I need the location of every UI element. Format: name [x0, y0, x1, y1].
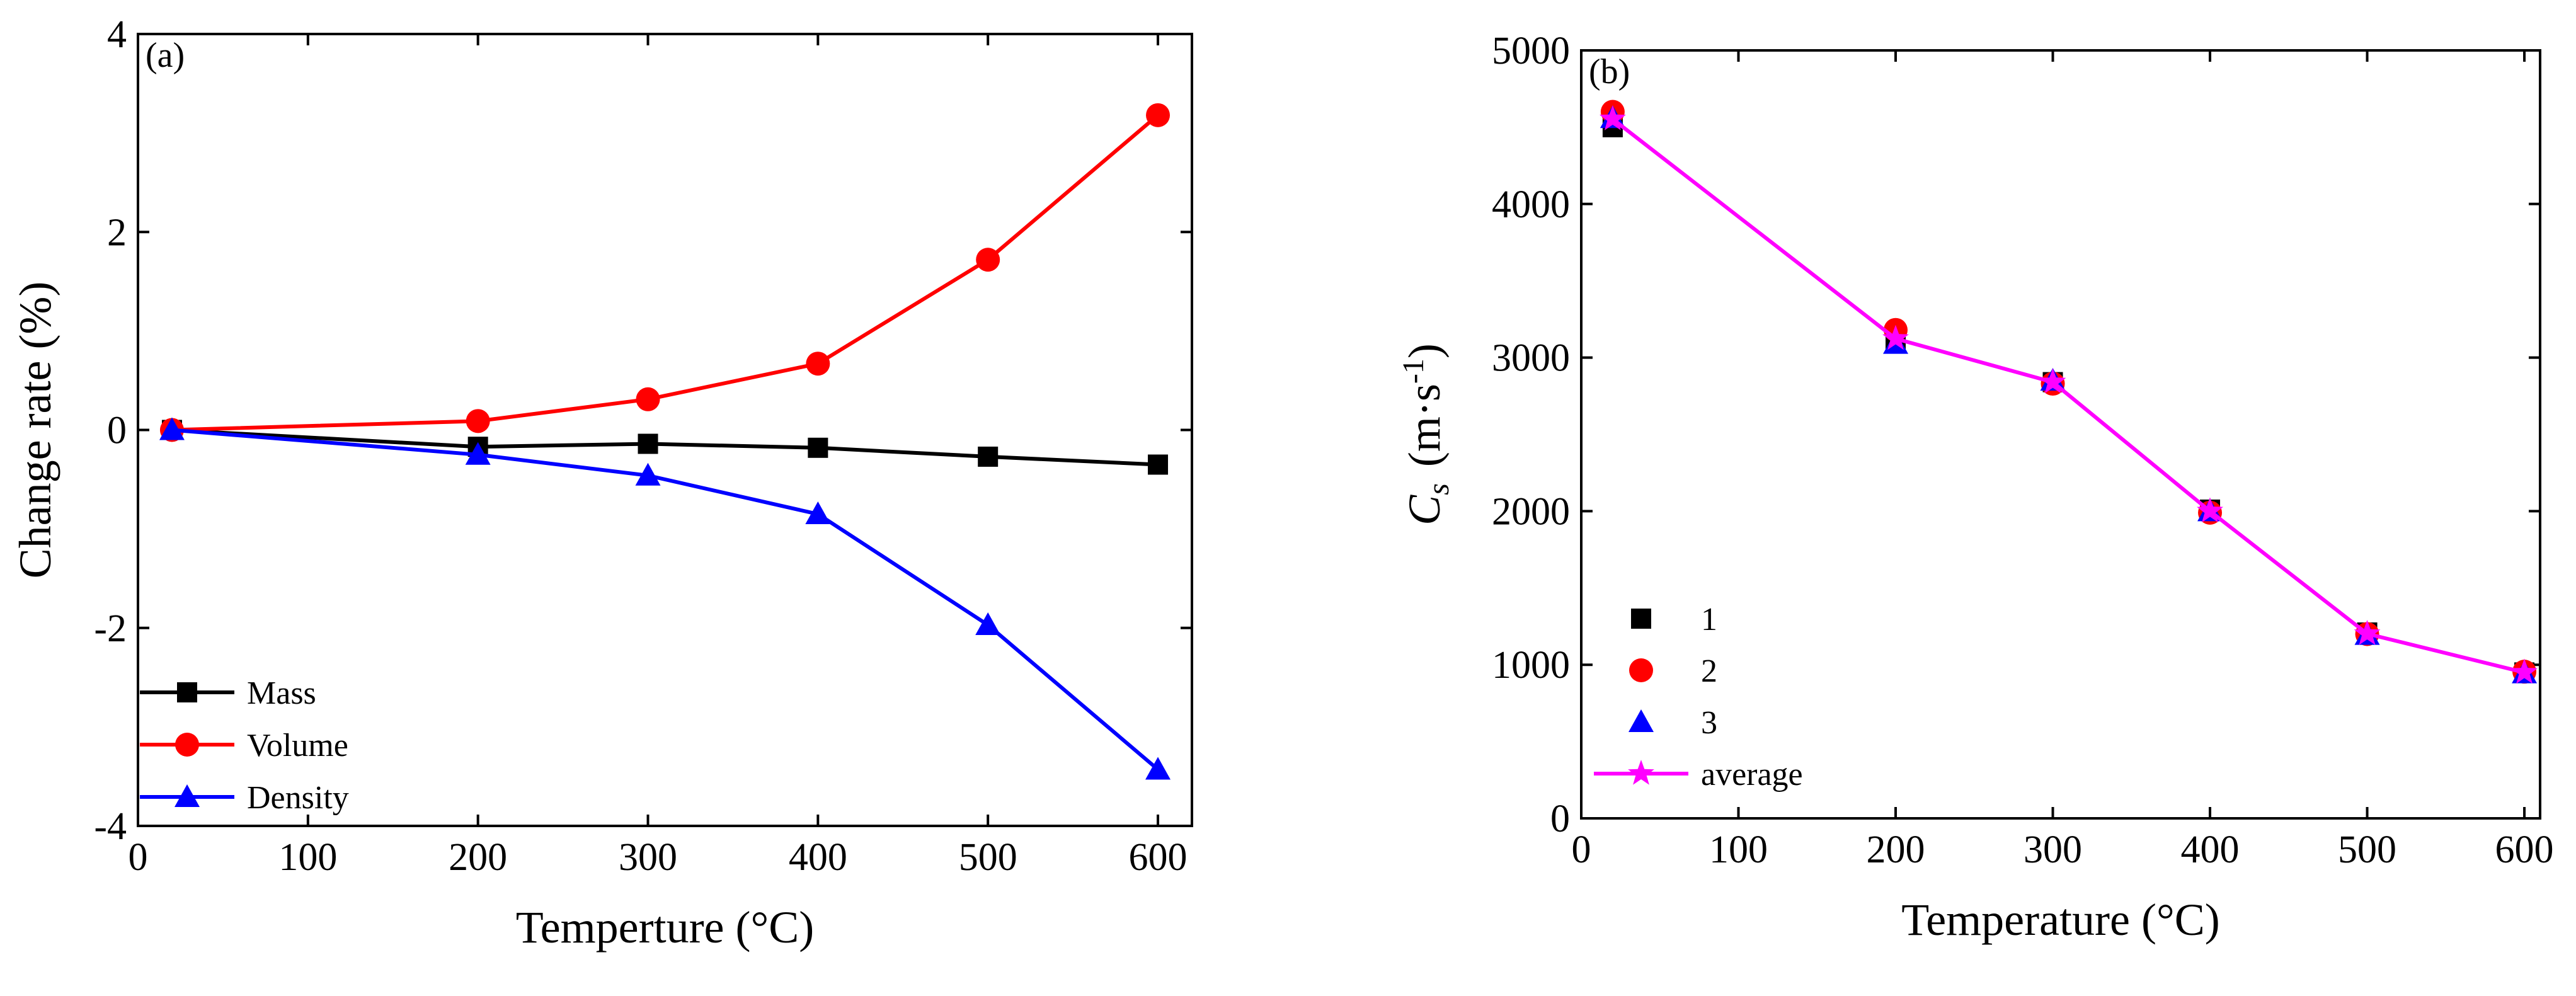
data-point	[466, 409, 490, 433]
y-tick-label: 1000	[1492, 644, 1570, 687]
x-tick-label: 200	[449, 836, 507, 879]
legend-marker	[1629, 709, 1654, 732]
series-line	[171, 113, 1159, 432]
y-tick-label: 3000	[1492, 337, 1570, 380]
y-tick-label: 2	[107, 211, 127, 254]
legend-marker	[1629, 658, 1653, 682]
series-line	[1611, 117, 2525, 675]
x-tick-label: 200	[1867, 828, 1925, 871]
x-axis-title: Temperture (°C)	[516, 902, 815, 953]
legend-label: 3	[1701, 705, 1717, 741]
data-point	[2039, 368, 2066, 394]
x-tick-label: 600	[2495, 828, 2554, 871]
legend-label: Mass	[247, 675, 316, 711]
y-tick-label: -2	[94, 607, 127, 650]
legend-label: Density	[247, 780, 349, 816]
legend-marker	[177, 682, 197, 702]
legend-marker	[1628, 760, 1654, 785]
data-point	[808, 437, 828, 458]
panel-a-change-rate-chart: 0 100 200 300 400 500 600 -4 -2 0 2 4 (a) Temperture …	[10, 13, 1193, 953]
x-tick-label: 500	[959, 836, 1017, 879]
x-tick-label: 400	[789, 836, 847, 879]
y-tick-label: 4000	[1492, 183, 1570, 226]
y-tick-label: 2000	[1492, 490, 1570, 533]
y-tick-label: 0	[1550, 798, 1570, 840]
legend: Mass Volume Density	[140, 675, 349, 816]
series-volume	[159, 103, 1171, 442]
legend: 1 2 3 average	[1594, 602, 1803, 793]
series-line	[171, 428, 1159, 467]
y-axis-title: Change rate (%)	[10, 282, 60, 579]
series-mass	[161, 420, 1169, 475]
series-density	[159, 417, 1171, 780]
data-point	[1146, 103, 1171, 127]
data-point	[975, 612, 1001, 636]
x-tick-label: 100	[1709, 828, 1768, 871]
data-point	[1882, 324, 1909, 350]
legend-marker	[175, 733, 199, 757]
y-axis-units-close: )	[1399, 343, 1450, 358]
panel-b-shear-wave-velocity-chart: 0 100 200 300 400 500 600 0 1000 2000 3000 4000 5000…	[1397, 30, 2554, 945]
x-tick-label: 300	[2024, 828, 2082, 871]
data-point	[806, 352, 830, 376]
x-tick-label: 100	[278, 836, 337, 879]
series-1	[1602, 117, 2535, 683]
data-point	[635, 462, 661, 486]
y-axis-units-superscript: -1	[1397, 358, 1430, 384]
plot-frame	[1580, 49, 2541, 820]
data-point	[2354, 620, 2381, 645]
x-tick-label: 500	[2338, 828, 2396, 871]
panel-label: (b)	[1589, 52, 1630, 91]
y-axis-title: Cs (m·s-1)	[1397, 343, 1455, 525]
data-point	[805, 501, 831, 525]
y-tick-label: -4	[94, 805, 127, 848]
data-point	[465, 442, 491, 465]
legend-marker	[1631, 609, 1651, 629]
y-axis-units: (m·s	[1399, 384, 1450, 467]
data-point	[638, 433, 658, 454]
panel-label: (a)	[146, 36, 185, 75]
legend-label: 2	[1701, 653, 1717, 689]
data-point	[1145, 757, 1171, 780]
data-point	[976, 248, 1000, 272]
legend-label: 1	[1701, 602, 1717, 638]
legend-label: Volume	[247, 728, 348, 764]
data-point	[2197, 497, 2223, 523]
y-tick-label: 5000	[1492, 30, 1570, 72]
data-point	[159, 417, 185, 440]
y-axis-subscript: s	[1422, 483, 1455, 495]
x-tick-label: 0	[129, 836, 148, 879]
x-tick-label: 300	[619, 836, 677, 879]
data-point	[978, 446, 999, 467]
legend-label: average	[1701, 757, 1803, 793]
series-line	[171, 428, 1159, 771]
data-point	[2511, 658, 2538, 684]
y-tick-label: 4	[107, 13, 127, 56]
legend-marker	[175, 784, 200, 807]
x-tick-label: 0	[1572, 828, 1591, 871]
x-tick-label: 600	[1129, 836, 1188, 879]
y-axis-symbol: C	[1399, 495, 1450, 525]
data-point	[1600, 105, 1626, 130]
x-axis-title: Temperature (°C)	[1901, 895, 2220, 945]
series-2	[1600, 100, 2537, 684]
y-tick-label: 0	[107, 409, 127, 452]
data-point	[636, 387, 660, 411]
x-tick-label: 400	[2181, 828, 2240, 871]
series-average	[1600, 105, 2538, 684]
data-point	[1148, 454, 1169, 475]
